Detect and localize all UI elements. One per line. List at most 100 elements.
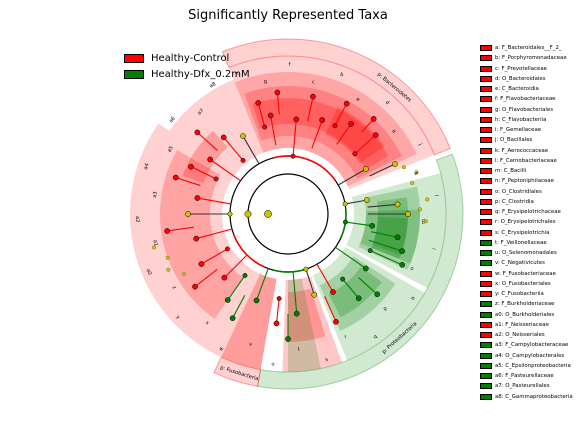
tree-node-nonsignificant (166, 267, 171, 272)
clade-legend-swatch (480, 270, 492, 277)
tree-branch (345, 221, 373, 227)
clade-legend-swatch (480, 55, 492, 62)
clade-legend-label: n: F_Peptoniphilaceae (495, 178, 554, 185)
clade-legend-label: e: C_Bacteroidia (495, 86, 539, 93)
clade-legend-item: b: F_Porphyromonadaceae (480, 53, 576, 63)
sector-letter: z (171, 285, 178, 291)
clade-legend-label: t: F_Veillonellaceae (495, 239, 547, 246)
clade-sector-m (129, 123, 277, 370)
clade-legend-swatch (480, 352, 492, 359)
clade-sector-j (182, 130, 228, 184)
clade-legend-label: l: F_Carnobacteriaceae (495, 157, 557, 164)
clade-legend-swatch (480, 280, 492, 287)
clade-legend-swatch (480, 321, 492, 328)
clade-legend-item: f: F_Flavobacteriaceae (480, 94, 576, 104)
tree-branch (324, 295, 337, 323)
clade-legend-item: t: F_Veillonellaceae (480, 238, 576, 248)
clade-sector-p (169, 79, 264, 177)
legend-item-dfx: Healthy-Dfx_0.2mM (124, 66, 250, 82)
clade-legend-label: f: F_Flavobacteriaceae (495, 96, 556, 103)
tree-node (372, 132, 379, 138)
clade-legend-label: i: F_Gemellaceae (495, 127, 542, 134)
clade-legend-item: a7: O_Pasteurellales (480, 381, 576, 391)
clade-legend-item: n: F_Peptoniphilaceae (480, 176, 576, 186)
tree-node-nonsignificant (165, 255, 170, 260)
clade-legend-swatch (480, 168, 492, 175)
clade-legend-label: o: O_Clostridiales (495, 188, 542, 195)
clade-legend-label: j: O_Bacillales (495, 137, 533, 144)
tree-node (198, 261, 205, 267)
tree-node-root (264, 210, 272, 218)
tree-branch (242, 135, 260, 165)
tree-node (394, 234, 401, 241)
clade-sector-y (221, 273, 277, 370)
tree-node (267, 112, 274, 119)
clade-legend-label: s: C_Erysipelotrichia (495, 229, 550, 236)
sector-letter: c (311, 79, 315, 85)
sector-letter: a7 (197, 108, 206, 117)
clade-legend-item: j: O_Bacillales (480, 135, 576, 145)
tree-ring-root (247, 173, 329, 255)
tree-node (276, 296, 282, 301)
clade-legend-swatch (480, 106, 492, 113)
tree-node (333, 318, 339, 325)
tree-node (293, 116, 300, 123)
tree-node (303, 266, 309, 272)
sector-letter: a1 (152, 239, 159, 246)
tree-branch (197, 197, 231, 205)
tree-node (332, 123, 338, 129)
clade-legend-item: a2: O_Neisseriales (480, 330, 576, 340)
tree-node (342, 201, 348, 207)
clade-legend-label: x: O_Fusobacteriales (495, 280, 551, 287)
tree-branch (311, 119, 323, 149)
clade-legend-label: c: F_Prevotellaceae (495, 65, 547, 72)
tree-node (367, 248, 373, 254)
clade-legend-swatch (480, 342, 492, 349)
tree-branch (358, 277, 378, 295)
clade-legend-item: a: F_Bacteroidales__F_2_ (480, 43, 576, 53)
tree-branch (369, 163, 396, 177)
tree-branch (270, 115, 277, 146)
clade-legend-item: a5: C_Epsilonproteobacteria (480, 361, 576, 371)
tree-node (224, 246, 230, 252)
tree-node (207, 156, 214, 163)
clade-legend-swatch (480, 178, 492, 185)
clade-legend-label: a2: O_Neisseriales (495, 332, 545, 339)
legend-item-control: Healthy-Control (124, 50, 250, 66)
clade-legend-swatch (480, 291, 492, 298)
tree-branch (223, 137, 244, 161)
clade-legend-swatch (480, 239, 492, 246)
sector-letter: h (235, 71, 240, 78)
tree-node (221, 274, 228, 281)
clade-legend-swatch (480, 127, 492, 134)
tree-branch (275, 298, 280, 324)
sector-letter: x (204, 320, 210, 327)
tree-node (229, 315, 236, 322)
sector-letter: d (384, 99, 390, 106)
clade-legend-label: v: C_Negativicutes (495, 260, 545, 267)
tree-branch (367, 203, 398, 208)
tree-node-nonsignificant (410, 181, 415, 186)
tree-node (394, 201, 401, 208)
tree-node-nonsignificant (425, 197, 430, 202)
clade-legend-item: k: F_Aerococcaceae (480, 146, 576, 156)
tree-node (399, 248, 405, 254)
tree-node (274, 89, 281, 96)
clade-legend-swatch (480, 373, 492, 380)
sector-letter: k (413, 172, 420, 177)
clade-legend-label: a1: F_Neisseriaceae (495, 321, 549, 328)
sector-letter: a0 (145, 268, 153, 276)
clade-legend-item: l: F_Carnobacteriaceae (480, 156, 576, 166)
clade-legend-label: p: C_Clostridia (495, 198, 534, 205)
clade-legend-item: w: F_Fusobacteriaceae (480, 269, 576, 279)
clade-sector-t (328, 266, 382, 318)
clade-legend-label: r: O_Erysipelotrichales (495, 219, 556, 226)
phylum-band-proteobacteria (257, 153, 464, 390)
clade-legend-item: q: F_Erysipelotrichaceae (480, 207, 576, 217)
clade-legend-swatch (480, 301, 492, 308)
chart-title: Significantly Represented Taxa (188, 8, 388, 23)
tree-branch (361, 118, 375, 133)
clade-legend-item: d: O_Bacteroidales (480, 74, 576, 84)
clade-sector-g (244, 86, 403, 179)
tree-branch (345, 199, 367, 205)
